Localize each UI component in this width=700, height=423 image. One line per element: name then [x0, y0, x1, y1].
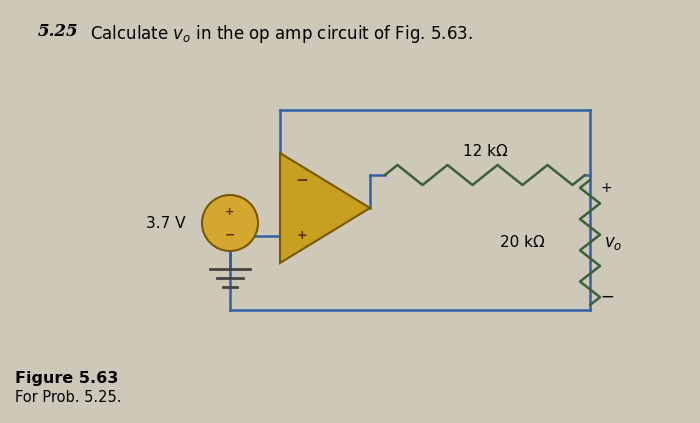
- Text: +: +: [600, 181, 612, 195]
- Text: 3.7 V: 3.7 V: [146, 215, 185, 231]
- Text: $v_o$: $v_o$: [604, 233, 622, 252]
- Text: −: −: [295, 173, 309, 188]
- Text: −: −: [225, 228, 235, 242]
- Text: Figure 5.63: Figure 5.63: [15, 371, 118, 386]
- Circle shape: [202, 195, 258, 251]
- Text: +: +: [297, 229, 307, 242]
- Text: −: −: [600, 288, 614, 306]
- Text: 5.25: 5.25: [38, 23, 78, 40]
- Text: 12 kΩ: 12 kΩ: [463, 144, 508, 159]
- Polygon shape: [280, 153, 370, 263]
- Text: +: +: [225, 207, 234, 217]
- Text: Calculate $v_o$ in the op amp circuit of Fig. 5.63.: Calculate $v_o$ in the op amp circuit of…: [90, 23, 473, 45]
- Text: 20 kΩ: 20 kΩ: [500, 235, 545, 250]
- Text: For Prob. 5.25.: For Prob. 5.25.: [15, 390, 122, 405]
